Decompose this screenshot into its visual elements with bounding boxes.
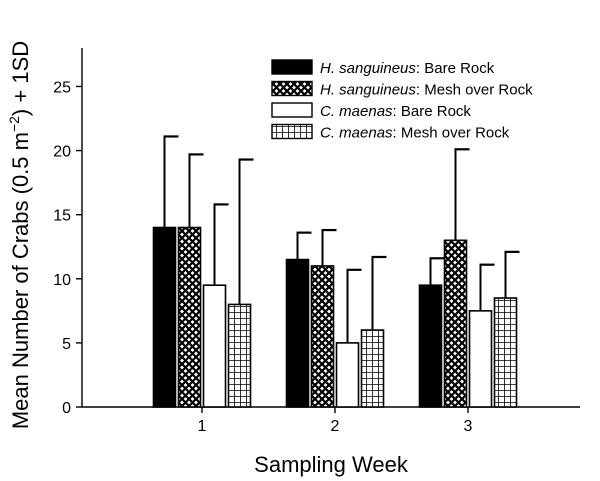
y-axis-title: Mean Number of Crabs (0.5 m−2) + 1SD [6, 41, 33, 429]
x-tick-label: 1 [198, 418, 207, 435]
x-tick-label: 3 [464, 418, 473, 435]
bar [360, 329, 385, 408]
y-tick-label: 0 [62, 400, 71, 417]
y-tick-label: 20 [53, 144, 71, 161]
y-axis-title-superscript: −2 [6, 116, 22, 132]
y-tick-label: 5 [62, 336, 71, 353]
bar [418, 284, 443, 408]
bar [202, 284, 227, 408]
bar [177, 226, 202, 408]
legend-swatch [271, 102, 313, 118]
legend-item: H. sanguineus: Bare Rock [271, 59, 495, 77]
bar [468, 310, 493, 408]
error-bars [163, 135, 520, 343]
legend-label: C. maenas: Mesh over Rock [320, 125, 510, 142]
bar [152, 226, 177, 408]
y-tick-label: 25 [53, 79, 71, 96]
bar [335, 342, 360, 408]
legend-swatch [271, 59, 313, 75]
legend-species: C. maenas [320, 103, 393, 120]
y-ticks: 0 5 10 15 20 25 [53, 79, 82, 417]
legend-treatment: : Mesh over Rock [416, 82, 533, 99]
x-tick-label: 2 [331, 418, 340, 435]
bar [493, 297, 518, 408]
legend-species: H. sanguineus [320, 60, 416, 77]
x-axis-title: Sampling Week [254, 452, 409, 477]
legend-treatment: : Bare Rock [393, 103, 472, 120]
x-ticks: 1 2 3 [198, 407, 473, 435]
legend-label: H. sanguineus: Mesh over Rock [320, 82, 533, 99]
legend-treatment: : Bare Rock [416, 60, 495, 77]
legend-species: H. sanguineus [320, 82, 416, 99]
legend-label: C. maenas: Bare Rock [320, 103, 471, 120]
legend-item: H. sanguineus: Mesh over Rock [271, 80, 533, 99]
legend-swatch [271, 123, 313, 140]
bars [152, 226, 518, 408]
bar [285, 258, 310, 408]
bar [310, 265, 335, 408]
legend-item: C. maenas: Mesh over Rock [271, 123, 510, 142]
bar [443, 239, 468, 408]
y-tick-label: 15 [53, 208, 71, 225]
legend-label: H. sanguineus: Bare Rock [320, 60, 495, 77]
y-tick-label: 10 [53, 272, 71, 289]
y-axis-title-main: Mean Number of Crabs (0.5 m [8, 132, 33, 429]
y-axis-title-suffix: ) + 1SD [8, 41, 33, 116]
legend-treatment: : Mesh over Rock [393, 125, 510, 142]
bar [227, 303, 252, 408]
legend-swatch [271, 80, 313, 97]
legend-species: C. maenas [320, 125, 393, 142]
legend-item: C. maenas: Bare Rock [271, 102, 471, 120]
